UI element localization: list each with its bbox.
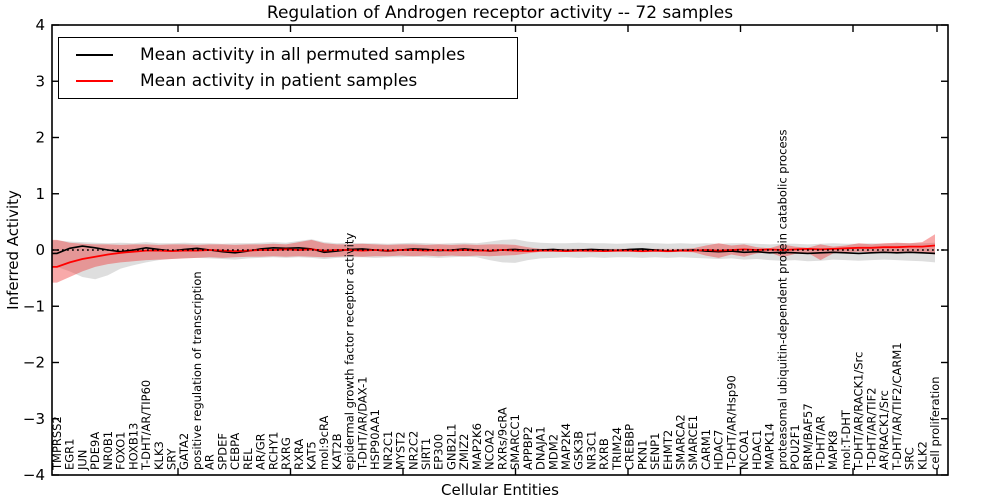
y-tick-label: −3 [23, 410, 45, 428]
x-category-label: SRY [165, 447, 179, 470]
x-category-label: KAT5 [305, 441, 319, 470]
x-category-label: T-DHT/AR/TIP60 [139, 380, 153, 471]
x-category-label: SMARCE1 [686, 415, 700, 470]
x-category-label: SMARCA2 [674, 414, 688, 470]
x-category-label: positive regulation of transcription [190, 271, 204, 470]
x-category-label: NCOA2 [483, 429, 497, 470]
x-category-label: REL [241, 448, 255, 470]
y-axis-label: Inferred Activity [4, 190, 22, 310]
x-category-label: RCHY1 [266, 432, 280, 470]
legend: Mean activity in all permuted samples Me… [58, 37, 518, 99]
x-category-label: CREBBP [623, 424, 637, 470]
x-category-label: HSP90AA1 [368, 409, 382, 470]
x-category-label: SPDEF [215, 433, 229, 470]
legend-entry-label: Mean activity in patient samples [140, 71, 418, 91]
x-category-label: TRIM24 [610, 427, 624, 471]
x-category-label: RXRG [279, 437, 293, 470]
x-category-label: MAP2K4 [559, 423, 573, 470]
x-category-label: AR/GR [254, 433, 268, 470]
x-category-label: NR2C2 [406, 431, 420, 470]
x-category-label: SENP1 [648, 433, 662, 470]
x-category-label: NR3C1 [584, 431, 598, 470]
x-category-label: T-DHT/AR/Hsp90 [724, 375, 738, 471]
legend-entry: Mean activity in patient samples [59, 68, 517, 94]
x-category-label: T-DHT/AR/TIF2 [864, 387, 878, 471]
x-category-label: T-DHT/AR [814, 416, 828, 471]
x-category-label: SIRT1 [419, 438, 433, 470]
chart-title: Regulation of Androgen receptor activity… [266, 3, 734, 23]
x-category-label: PDE9A [88, 432, 102, 470]
x-category-label: CEBPA [228, 433, 242, 470]
x-category-label: mol:9cRA [317, 416, 331, 470]
x-category-label: DNAJA1 [534, 426, 548, 470]
x-category-label: MYST2 [394, 431, 408, 470]
x-category-label: APPBP2 [521, 426, 535, 470]
x-category-label: MAPK14 [763, 423, 777, 470]
x-category-label: MAPK8 [826, 430, 840, 470]
x-category-label: KLK3 [152, 441, 166, 470]
x-category-label: BRM/BAF57 [801, 403, 815, 470]
legend-entry-label: Mean activity in all permuted samples [140, 45, 466, 65]
y-tick-label: 3 [35, 72, 45, 90]
legend-entry: Mean activity in all permuted samples [59, 42, 517, 68]
x-category-label: JUN [75, 450, 89, 471]
x-category-label: GNB2L1 [445, 424, 459, 470]
y-tick-label: −2 [23, 354, 45, 372]
x-category-label: NR2C1 [381, 431, 395, 470]
x-category-label: epidermal growth factor receptor activit… [343, 233, 357, 470]
y-tick-label: 1 [35, 185, 45, 203]
x-category-label: NCOA1 [737, 429, 751, 470]
patient-band [52, 234, 935, 283]
x-category-label: HOXB13 [126, 423, 140, 470]
x-category-label: mol:T-DHT [839, 409, 853, 470]
x-category-label: EHMT2 [661, 430, 675, 470]
x-category-label: ZMIZ2 [457, 434, 471, 470]
y-tick-label: −1 [23, 297, 45, 315]
x-category-label: NR0B1 [101, 431, 115, 470]
x-category-label: T-DHT/AR/DAX-1 [355, 376, 369, 471]
patient-line-sample [76, 80, 113, 82]
x-category-label: T-DHT/AR/RACK1/Src [852, 352, 866, 471]
y-tick-label: 0 [35, 241, 45, 259]
x-category-label: PKN1 [635, 440, 649, 470]
x-category-label: proteasomal ubiquitin-dependent protein … [775, 129, 789, 470]
x-category-label: cell proliferation [928, 376, 942, 470]
y-tick-label: 2 [35, 129, 45, 147]
x-category-label: AR/RACK1/Src [877, 390, 891, 470]
x-category-label: POU2F1 [788, 424, 802, 470]
x-category-label: GSK3B [572, 431, 586, 470]
x-category-label: HDAC1 [750, 430, 764, 470]
x-category-label: SMARCC1 [508, 414, 522, 470]
x-category-label: FOXO1 [114, 432, 128, 470]
x-category-label: EP300 [432, 434, 446, 470]
x-category-label: RXRA [292, 439, 306, 470]
x-category-label: RXRs/9cRA [495, 407, 509, 470]
x-category-label: SRC [903, 447, 917, 470]
x-category-label: GATA2 [177, 433, 191, 470]
x-category-label: CARM1 [699, 429, 713, 470]
x-category-label: MAP2K6 [470, 423, 484, 470]
x-category-label: MDM2 [546, 434, 560, 470]
x-category-label: RXRB [597, 438, 611, 470]
x-category-label: KLK2 [915, 441, 929, 470]
y-tick-label: −4 [23, 466, 45, 484]
permuted-line-sample [76, 54, 113, 56]
x-axis-label: Cellular Entities [441, 481, 559, 499]
x-category-label: TMPRSS2 [50, 416, 64, 471]
x-category-label: HDAC7 [712, 430, 726, 470]
x-category-label: T-DHT/AR/TIF2/CARM1 [890, 342, 904, 471]
x-category-label: EGR1 [63, 439, 77, 471]
x-category-label: KAT2B [330, 433, 344, 470]
y-tick-label: 4 [35, 16, 45, 34]
x-category-label: AR [203, 454, 217, 470]
